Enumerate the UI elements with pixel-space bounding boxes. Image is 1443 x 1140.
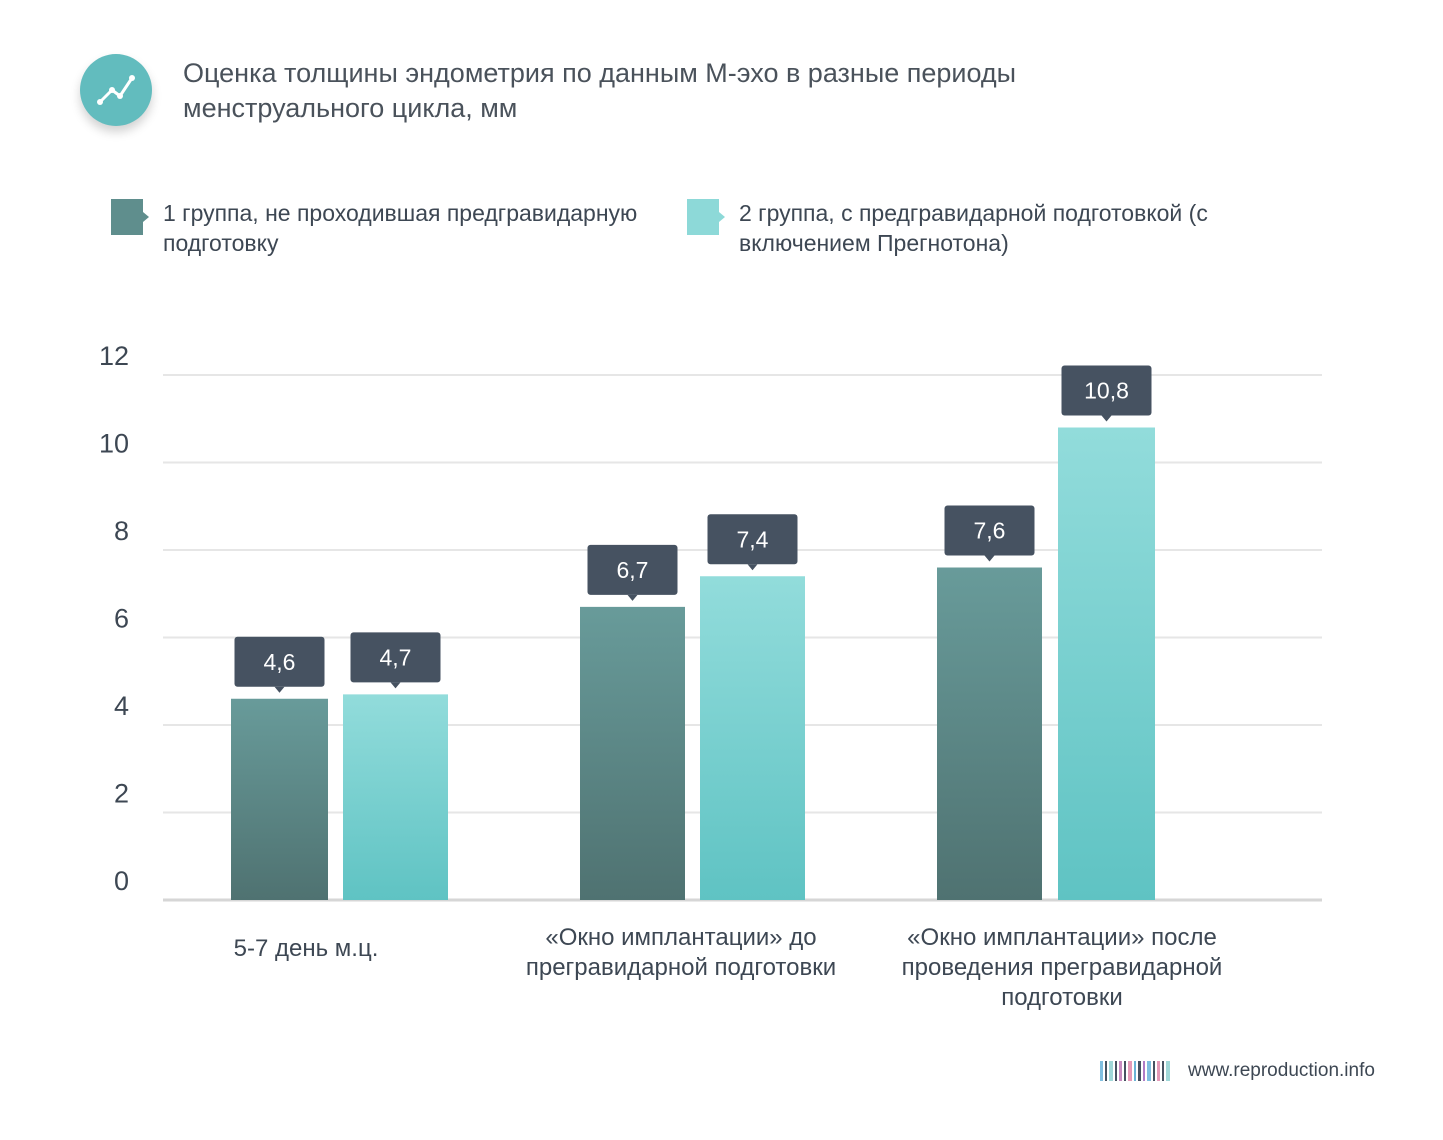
value-label-pointer-series-2-cat-1 [390, 682, 401, 689]
chart-title: Оценка толщины эндометрия по данным М-эх… [183, 56, 1083, 126]
legend-label-group-1-line-1: 1 группа, не проходившая предгравидарную [163, 200, 638, 226]
value-label-series-2-cat-1: 4,7 [380, 644, 412, 670]
value-label-series-1-cat-3: 7,6 [974, 518, 1006, 544]
y-tick-label-8: 8 [114, 516, 129, 546]
x-category-label-3-line-3: подготовки [1001, 984, 1123, 1011]
bar-series-1-cat-3 [937, 567, 1042, 900]
x-category-label-3-line-2: проведения прегравидарной [902, 954, 1223, 981]
value-label-series-1-cat-1: 4,6 [264, 649, 296, 675]
bar-series-1-cat-2 [580, 606, 685, 900]
value-label-pointer-series-1-cat-2 [627, 594, 638, 601]
bar-series-2-cat-3 [1058, 427, 1155, 900]
chart-title-line-1: Оценка толщины эндометрия по данным М-эх… [183, 58, 1017, 88]
x-category-label-2-line-1: «Окно имплантации» до [545, 924, 816, 951]
value-label-series-2-cat-2: 7,4 [737, 526, 769, 552]
y-tick-label-2: 2 [114, 779, 129, 809]
legend-item-group-1: 1 группа, не проходившая предгравидарную… [111, 198, 637, 258]
value-label-pointer-series-1-cat-3 [984, 555, 995, 562]
bar-series-2-cat-1 [343, 694, 448, 900]
y-tick-label-6: 6 [114, 604, 129, 634]
value-label-box-series-2-cat-3 [1061, 365, 1152, 416]
chart-line-icon [80, 54, 152, 126]
x-category-label-1-line-1: 5-7 день м.ц. [234, 935, 379, 962]
legend-swatch-group-1 [111, 199, 149, 235]
y-tick-label-12: 12 [99, 341, 129, 371]
value-label-box-series-1-cat-1 [234, 636, 325, 687]
value-label-pointer-series-1-cat-1 [274, 686, 285, 693]
y-tick-label-10: 10 [99, 429, 129, 459]
chart-title-line-2: менструального цикла, мм [183, 93, 518, 123]
y-tick-label-4: 4 [114, 691, 129, 721]
value-label-box-series-2-cat-1 [350, 632, 441, 683]
footer: www.reproduction.info [1100, 1060, 1375, 1082]
y-tick-label-0: 0 [114, 866, 129, 896]
value-label-series-2-cat-3: 10,8 [1084, 378, 1129, 404]
bar-series-2-cat-2 [700, 576, 805, 900]
value-label-box-series-2-cat-2 [707, 514, 798, 565]
bar-series-1-cat-1 [231, 698, 328, 900]
footer-site-url: www.reproduction.info [1188, 1060, 1375, 1081]
legend-label-group-2-line-2: включением Прегнотона) [739, 230, 1009, 256]
legend-label-group-1-line-2: подготовку [163, 230, 279, 256]
legend-item-group-2: 2 группа, с предгравидарной подготовкой … [687, 198, 1208, 258]
x-category-label-2-line-2: прегравидарной подготовки [526, 954, 836, 981]
legend-swatch-group-2 [687, 199, 725, 235]
value-label-box-series-1-cat-3 [944, 505, 1035, 556]
value-label-pointer-series-2-cat-2 [747, 564, 758, 571]
value-label-box-series-1-cat-2 [587, 544, 678, 595]
value-label-pointer-series-2-cat-3 [1101, 415, 1112, 422]
x-category-label-3-line-1: «Окно имплантации» после [907, 924, 1217, 951]
barcode-logo-icon [1100, 1061, 1170, 1081]
value-label-series-1-cat-2: 6,7 [617, 557, 649, 583]
legend-label-group-2-line-1: 2 группа, с предгравидарной подготовкой … [739, 200, 1208, 226]
